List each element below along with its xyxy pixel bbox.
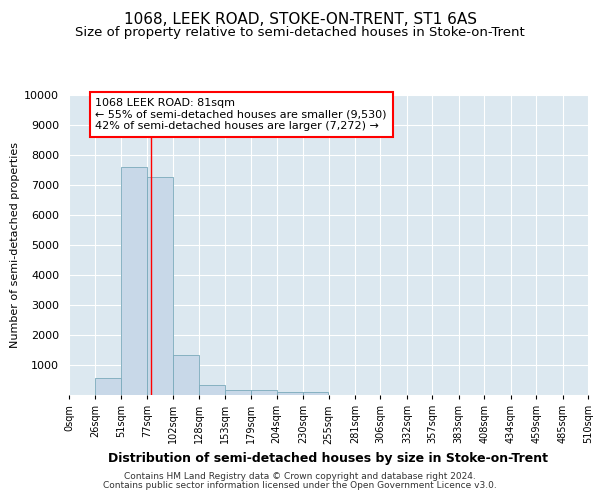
Bar — [277, 392, 303, 395]
Bar — [121, 167, 148, 395]
Text: Contains public sector information licensed under the Open Government Licence v3: Contains public sector information licen… — [103, 481, 497, 490]
Bar — [199, 385, 224, 395]
Bar — [224, 390, 251, 395]
Text: 1068, LEEK ROAD, STOKE-ON-TRENT, ST1 6AS: 1068, LEEK ROAD, STOKE-ON-TRENT, ST1 6AS — [124, 12, 476, 28]
Bar — [303, 392, 329, 395]
Text: Size of property relative to semi-detached houses in Stoke-on-Trent: Size of property relative to semi-detach… — [75, 26, 525, 39]
Bar — [148, 176, 173, 395]
Bar — [251, 390, 277, 395]
Bar — [95, 378, 121, 395]
Text: Contains HM Land Registry data © Crown copyright and database right 2024.: Contains HM Land Registry data © Crown c… — [124, 472, 476, 481]
X-axis label: Distribution of semi-detached houses by size in Stoke-on-Trent: Distribution of semi-detached houses by … — [109, 452, 548, 465]
Y-axis label: Number of semi-detached properties: Number of semi-detached properties — [10, 142, 20, 348]
Text: 1068 LEEK ROAD: 81sqm
← 55% of semi-detached houses are smaller (9,530)
42% of s: 1068 LEEK ROAD: 81sqm ← 55% of semi-deta… — [95, 98, 387, 131]
Bar — [173, 355, 199, 395]
